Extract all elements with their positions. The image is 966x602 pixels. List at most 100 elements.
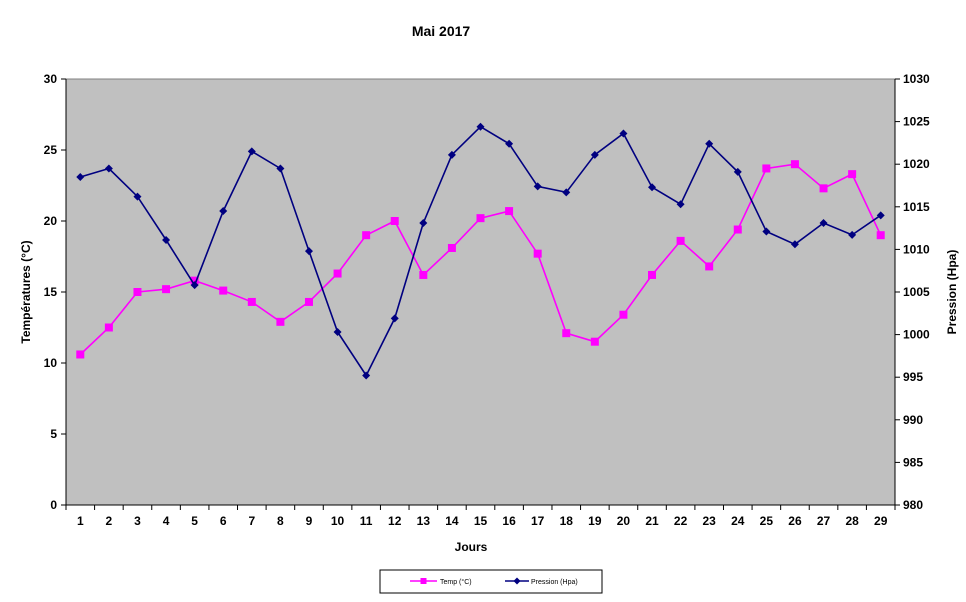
pressure-point [505, 139, 514, 148]
x-tick-label: 3 [134, 514, 141, 528]
y-right-tick-label: 1015 [903, 200, 930, 214]
temp-point [190, 276, 199, 285]
x-tick-label: 16 [502, 514, 516, 528]
pressure-point [705, 139, 714, 148]
pressure-point [133, 192, 142, 201]
chart-title: Mai 2017 [412, 23, 471, 39]
x-tick-label: 2 [106, 514, 113, 528]
x-tick-label: 11 [360, 514, 373, 528]
pressure-point [104, 164, 113, 173]
y-left-tick-label: 0 [50, 498, 57, 512]
temp-point [304, 297, 313, 306]
temp-point [162, 285, 171, 294]
x-tick-label: 1 [77, 514, 84, 528]
temp-point [362, 231, 371, 240]
x-tick-label: 14 [445, 514, 459, 528]
series-temperature [76, 160, 885, 359]
x-tick-label: 27 [817, 514, 831, 528]
y-left-tick-label: 30 [44, 72, 58, 86]
legend: Temp (°C) Pression (Hpa) [379, 569, 603, 594]
pressure-point [676, 200, 685, 209]
legend-temp-marker [420, 578, 427, 584]
pressure-point [390, 314, 399, 323]
x-tick-label: 28 [845, 514, 859, 528]
y-left-tick-label: 20 [44, 214, 58, 228]
temp-point [648, 270, 657, 279]
pressure-point [562, 188, 571, 197]
temp-point [876, 231, 885, 240]
pressure-point [162, 236, 171, 245]
x-tick-label: 20 [617, 514, 631, 528]
pressure-point [447, 150, 456, 159]
pressure-point [819, 218, 828, 227]
pressure-point [619, 129, 628, 138]
legend-pressure-label: Pression (Hpa) [531, 579, 578, 586]
x-tick-label: 29 [874, 514, 888, 528]
x-tick-label: 18 [560, 514, 574, 528]
plot-area [65, 78, 896, 506]
y-axis-left-ticks: 0 5 10 15 20 25 30 [44, 72, 66, 512]
x-axis-ticks: 1 2 3 4 5 6 7 8 9 10 11 12 13 14 15 16 17 18 19 20 21 22 23 24 2… [65, 505, 896, 528]
series-pressure [76, 122, 885, 380]
y-axis-left-label: Températures (°C) [19, 240, 33, 343]
temp-point [76, 350, 85, 359]
pressure-point [590, 150, 599, 159]
y-right-tick-label: 1025 [903, 115, 930, 129]
x-tick-label: 26 [788, 514, 802, 528]
temp-point [104, 323, 113, 332]
temp-point [476, 214, 485, 223]
y-right-tick-label: 1020 [903, 157, 930, 171]
x-tick-label: 8 [277, 514, 284, 528]
x-tick-label: 12 [388, 514, 402, 528]
pressure-point [733, 167, 742, 176]
y-axis-right-label: Pression (Hpa) [945, 250, 959, 335]
temp-point [419, 270, 428, 279]
y-right-tick-label: 995 [903, 370, 923, 384]
temp-point [590, 337, 599, 346]
legend-pressure-marker [513, 577, 521, 585]
x-tick-label: 7 [248, 514, 255, 528]
pressure-point [333, 328, 342, 337]
temp-point [733, 225, 742, 234]
pressure-point [219, 207, 228, 216]
pressure-point [790, 240, 799, 249]
temp-point [505, 207, 514, 216]
temp-point [533, 249, 542, 258]
temp-point [790, 160, 799, 169]
legend-temp-label: Temp (°C) [440, 578, 472, 586]
legend-box [379, 569, 603, 594]
x-tick-label: 4 [163, 514, 170, 528]
temp-point [133, 288, 142, 296]
x-axis-label: Jours [455, 540, 488, 554]
series-layer [76, 122, 885, 380]
y-right-tick-label: 1005 [903, 285, 930, 299]
y-right-tick-label: 1010 [903, 242, 930, 256]
pressure-point [190, 281, 199, 290]
x-tick-label: 6 [220, 514, 227, 528]
temp-point [447, 243, 456, 252]
y-right-tick-label: 980 [903, 498, 923, 512]
pressure-point [762, 227, 771, 236]
x-tick-label: 22 [674, 514, 688, 528]
temp-point [562, 329, 571, 338]
temp-point [676, 236, 685, 245]
temp-point [619, 310, 628, 319]
pressure-point [362, 371, 371, 380]
y-right-tick-label: 1000 [903, 328, 930, 342]
pressure-point [476, 122, 485, 131]
temp-point [819, 184, 828, 193]
x-tick-label: 10 [331, 514, 345, 528]
pressure-point [533, 182, 542, 191]
y-right-tick-label: 1030 [903, 72, 930, 86]
temp-point [333, 269, 342, 278]
x-tick-label: 21 [645, 514, 659, 528]
pressure-point [419, 218, 428, 227]
y-left-tick-label: 25 [44, 143, 58, 157]
x-tick-label: 19 [588, 514, 602, 528]
pressure-point [247, 147, 256, 156]
y-right-tick-label: 985 [903, 455, 923, 469]
temp-point [219, 286, 228, 295]
y-left-tick-label: 10 [44, 356, 58, 370]
y-axis-right-ticks: 980 985 990 995 1000 1005 1010 1015 1020 1025 1030 [895, 72, 930, 512]
